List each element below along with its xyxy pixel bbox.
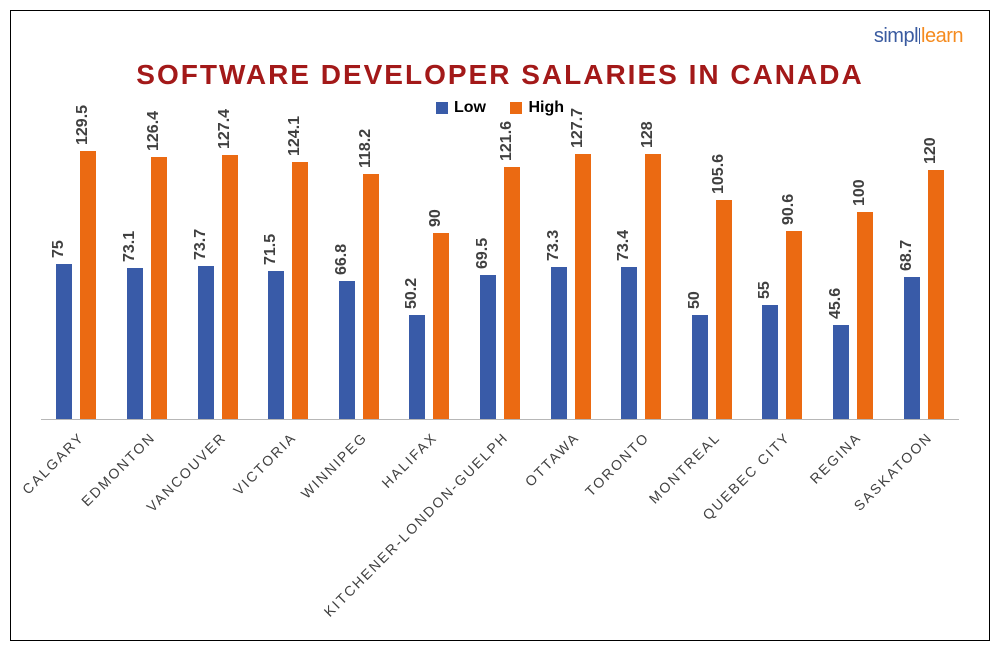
bar-low: 75 [56,264,72,419]
bar-value-low: 73.4 [615,230,633,261]
bar-value-high: 100 [851,179,869,206]
bar-low: 45.6 [833,325,849,419]
bar-group: 73.1 126.4 [112,129,183,419]
bar-value-high: 90.6 [780,194,798,225]
brand-logo: simpllearn [874,25,963,48]
bar-value-low: 45.6 [827,287,845,318]
bar-low: 73.7 [198,266,214,419]
bar-value-high: 126.4 [145,111,163,151]
legend-swatch-low [436,102,448,114]
bar-group: 75 129.5 [41,129,112,419]
bar-value-low: 75 [50,240,68,258]
bar-value-low: 68.7 [898,240,916,271]
bar-high: 127.7 [575,154,591,419]
bar-high: 90 [433,233,449,419]
brand-part1: simpl [874,25,918,47]
bar-high: 100 [857,212,873,419]
bar-value-low: 50.2 [403,278,421,309]
bar-low: 50.2 [409,315,425,419]
bar-value-low: 73.7 [192,229,210,260]
bar-group: 71.5 124.1 [253,129,324,419]
legend-item-low: Low [436,99,486,117]
bar-high: 124.1 [292,162,308,419]
bar-high: 126.4 [151,157,167,419]
bar-value-high: 105.6 [710,154,728,194]
bar-high: 105.6 [716,200,732,419]
bar-group: 66.8 118.2 [323,129,394,419]
category-label-cell: OTTAWA [535,419,606,619]
bar-low: 71.5 [268,271,284,419]
bar-high: 128 [645,154,661,419]
bar-high: 90.6 [786,231,802,419]
bar-value-high: 120 [922,138,940,165]
bar-value-low: 66.8 [333,244,351,275]
legend-item-high: High [510,99,564,117]
bar-value-low: 73.1 [121,230,139,261]
legend-label-high: High [528,99,564,117]
bar-value-high: 129.5 [74,105,92,145]
bar-high: 120 [928,170,944,419]
category-label-cell: TORONTO [606,419,677,619]
plot-area: 75 129.5 73.1 126.4 73.7 127.4 71.5 124.1 66.8 11… [41,129,959,620]
bar-high: 129.5 [80,151,96,419]
chart-title: SOFTWARE DEVELOPER SALARIES IN CANADA [11,59,989,91]
bar-low: 73.1 [127,268,143,419]
bars-row: 75 129.5 73.1 126.4 73.7 127.4 71.5 124.1 66.8 11… [41,129,959,419]
bar-low: 68.7 [904,277,920,419]
bar-value-low: 71.5 [262,234,280,265]
bar-group: 73.7 127.4 [182,129,253,419]
bar-high: 127.4 [222,155,238,419]
legend-swatch-high [510,102,522,114]
category-label-cell: KITCHENER-LONDON-GUELPH [465,419,536,619]
bar-value-low: 55 [756,281,774,299]
brand-part2: learn [921,25,963,47]
bar-group: 73.4 128 [606,129,677,419]
bar-group: 73.3 127.7 [535,129,606,419]
bar-group: 50 105.6 [676,129,747,419]
bar-value-high: 127.4 [216,109,234,149]
chart-frame: simpllearn SOFTWARE DEVELOPER SALARIES I… [10,10,990,641]
bar-value-low: 73.3 [545,230,563,261]
bar-low: 73.4 [621,267,637,419]
bar-low: 66.8 [339,281,355,419]
category-label-cell: VICTORIA [253,419,324,619]
legend-label-low: Low [454,99,486,117]
bar-low: 50 [692,315,708,419]
bar-value-low: 69.5 [474,238,492,269]
bar-value-low: 50 [686,292,704,310]
bars-region: 75 129.5 73.1 126.4 73.7 127.4 71.5 124.1 66.8 11… [41,129,959,420]
bar-group: 69.5 121.6 [465,129,536,419]
bar-group: 45.6 100 [818,129,889,419]
bar-value-high: 90 [427,209,445,227]
bar-value-high: 118.2 [357,129,375,168]
bar-low: 73.3 [551,267,567,419]
bar-group: 55 90.6 [747,129,818,419]
bar-value-high: 121.6 [498,121,516,161]
bar-value-high: 127.7 [569,108,587,148]
category-label-cell: REGINA [818,419,889,619]
bar-value-high: 124.1 [286,116,304,156]
category-label-cell: QUEBEC CITY [747,419,818,619]
bar-low: 69.5 [480,275,496,419]
bar-high: 118.2 [363,174,379,419]
category-label-cell: SASKATOON [888,419,959,619]
category-label-cell: CALGARY [41,419,112,619]
bar-high: 121.6 [504,167,520,419]
bar-group: 50.2 90 [394,129,465,419]
brand-separator [919,28,920,44]
bar-group: 68.7 120 [888,129,959,419]
bar-low: 55 [762,305,778,419]
category-label-cell: VANCOUVER [182,419,253,619]
category-label: CALGARY [19,429,87,497]
bar-value-high: 128 [639,121,657,148]
category-labels: CALGARYEDMONTONVANCOUVERVICTORIAWINNIPEG… [41,419,959,619]
category-label-cell: EDMONTON [112,419,183,619]
